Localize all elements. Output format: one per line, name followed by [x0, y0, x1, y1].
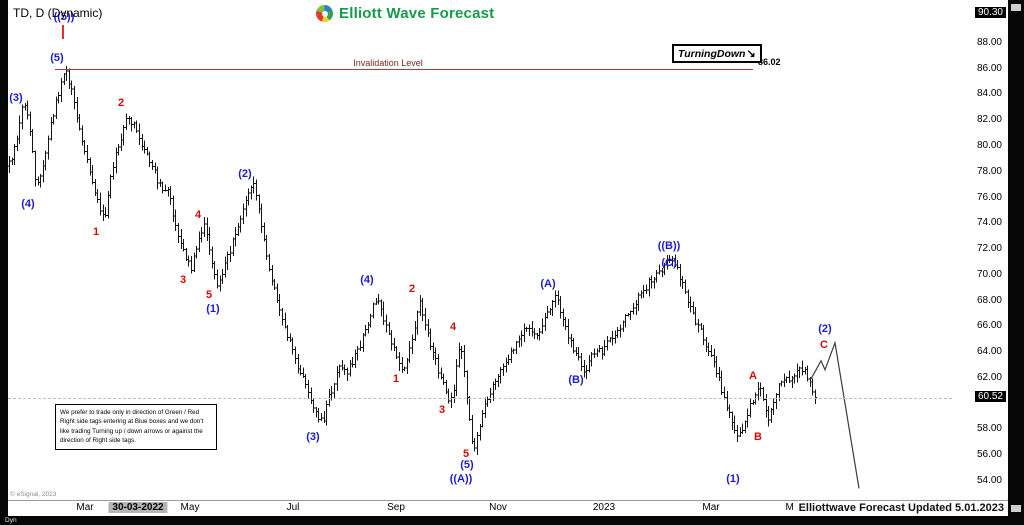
wave-label: 3: [179, 273, 187, 286]
wave-label: ((5)): [53, 10, 75, 23]
price-tick: 54.00: [976, 475, 1002, 486]
wave-label: (1): [206, 303, 220, 316]
wave-label: 2: [408, 282, 416, 295]
wave-label: 5: [205, 289, 213, 302]
wave-label: 4: [449, 321, 457, 334]
wave-label: C: [820, 339, 828, 352]
wave-label: B: [754, 430, 762, 443]
price-marker: 90.30: [974, 7, 1006, 19]
price-tick: 88.00: [976, 36, 1002, 48]
price-tick: 70.00: [976, 268, 1002, 280]
wave-label: (4): [360, 273, 374, 286]
price-marker: 60.52: [974, 390, 1006, 402]
time-tick: Mar: [76, 502, 94, 513]
invalidation-price: 86.02: [758, 57, 781, 68]
wave-label: (1): [726, 473, 740, 486]
left-edge-strip: [0, 0, 8, 525]
wave-label: (C): [661, 256, 677, 269]
update-note: Elliottwave Forecast Updated 5.01.2023: [792, 502, 1004, 514]
price-tick: 78.00: [976, 165, 1002, 177]
bottom-bar: Dyn: [0, 516, 1024, 525]
price-tick: 86.00: [976, 62, 1002, 74]
price-tick: 74.00: [976, 217, 1002, 229]
price-axis[interactable]: 90.30 88.00 86.00 84.00 82.00 80.00 78.00 76.00…: [950, 0, 1008, 516]
scroll-down-button[interactable]: [1011, 505, 1021, 512]
price-tick: 62.00: [976, 371, 1002, 383]
wave-label: ((B)): [657, 240, 681, 253]
time-tick: Sep: [387, 502, 405, 513]
wave-label: (5): [460, 459, 474, 472]
wave-label: (3): [9, 91, 23, 104]
wave-label: (2): [238, 168, 252, 180]
invalidation-line: [55, 69, 753, 71]
price-tick: 76.00: [976, 191, 1002, 203]
turning-down-arrow-icon: ↘: [746, 48, 756, 60]
brand-logo-icon: [316, 5, 333, 22]
symbol-title: TD, D (Dynamic): [13, 6, 103, 20]
forecast-projection-line: [810, 340, 860, 489]
price-tick: 84.00: [976, 88, 1002, 100]
ohlc-bars: [8, 65, 860, 489]
vertical-scrollbar[interactable]: [1008, 0, 1024, 517]
time-tick: Jul: [286, 502, 300, 513]
scroll-up-button[interactable]: [1011, 4, 1021, 11]
wave-label: A: [749, 370, 757, 383]
wave-label: (3): [306, 430, 320, 443]
wave-label: 3: [438, 403, 446, 416]
wave-label: (4): [21, 197, 35, 210]
wave-label: (B): [568, 374, 584, 387]
wave-label: (A): [540, 277, 556, 290]
wave-label: 2: [117, 97, 125, 110]
brand-name: Elliott Wave Forecast: [339, 5, 495, 22]
time-tick: 2023: [592, 502, 616, 513]
wave-label: ((A)): [449, 473, 473, 486]
wave-label: 1: [392, 372, 400, 385]
price-tick: 64.00: [976, 346, 1002, 358]
price-tick: 80.00: [976, 139, 1002, 151]
trading-note: We prefer to trade only in direction of …: [55, 404, 217, 450]
turning-down-box: TurningDown ↘: [672, 44, 762, 63]
time-tick: Nov: [489, 502, 507, 513]
last-price-line: [8, 397, 952, 399]
invalidation-label: Invalidation Level: [353, 58, 423, 69]
price-tick: 72.00: [976, 243, 1002, 254]
price-tick: 66.00: [976, 320, 1002, 332]
price-tick: 56.00: [976, 449, 1002, 461]
turning-down-label: TurningDown: [678, 47, 746, 60]
bottom-left-tag: Dyn: [5, 517, 17, 524]
price-tick: 58.00: [976, 423, 1002, 435]
peak-marker: [62, 24, 64, 39]
date-marker: 30-03-2022: [108, 502, 168, 513]
price-tick: 68.00: [976, 294, 1002, 306]
price-chart[interactable]: Invalidation Level 86.02 TurningDown ↘ W…: [8, 0, 952, 500]
brand: Elliott Wave Forecast: [316, 5, 494, 22]
wave-label: 1: [92, 226, 100, 238]
copyright: © eSignal, 2023: [10, 491, 57, 498]
wave-label: 4: [194, 209, 202, 222]
time-tick: Mar: [702, 502, 720, 513]
wave-label: (2): [818, 322, 832, 335]
price-tick: 82.00: [976, 114, 1002, 126]
time-tick: May: [180, 502, 200, 513]
wave-label: (5): [50, 52, 64, 64]
wave-label: 5: [462, 447, 470, 460]
